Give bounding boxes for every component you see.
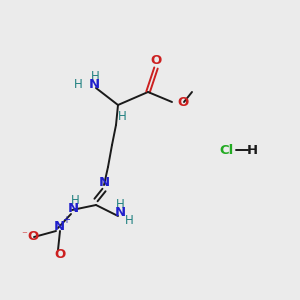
- Text: H: H: [118, 110, 126, 122]
- Text: H: H: [246, 143, 258, 157]
- Text: N: N: [88, 77, 100, 91]
- Text: H: H: [91, 70, 99, 83]
- Text: N: N: [68, 202, 79, 214]
- Text: H: H: [70, 194, 80, 206]
- Text: H: H: [74, 77, 83, 91]
- Text: Cl: Cl: [220, 143, 234, 157]
- Text: N: N: [53, 220, 64, 232]
- Text: O: O: [177, 95, 188, 109]
- Text: H: H: [116, 199, 124, 212]
- Text: +: +: [62, 215, 70, 225]
- Text: H: H: [124, 214, 134, 227]
- Text: O: O: [27, 230, 39, 244]
- Text: N: N: [114, 206, 126, 220]
- Text: O: O: [150, 55, 162, 68]
- Text: ⁻: ⁻: [21, 230, 27, 240]
- Text: O: O: [54, 248, 66, 262]
- Text: N: N: [98, 176, 110, 190]
